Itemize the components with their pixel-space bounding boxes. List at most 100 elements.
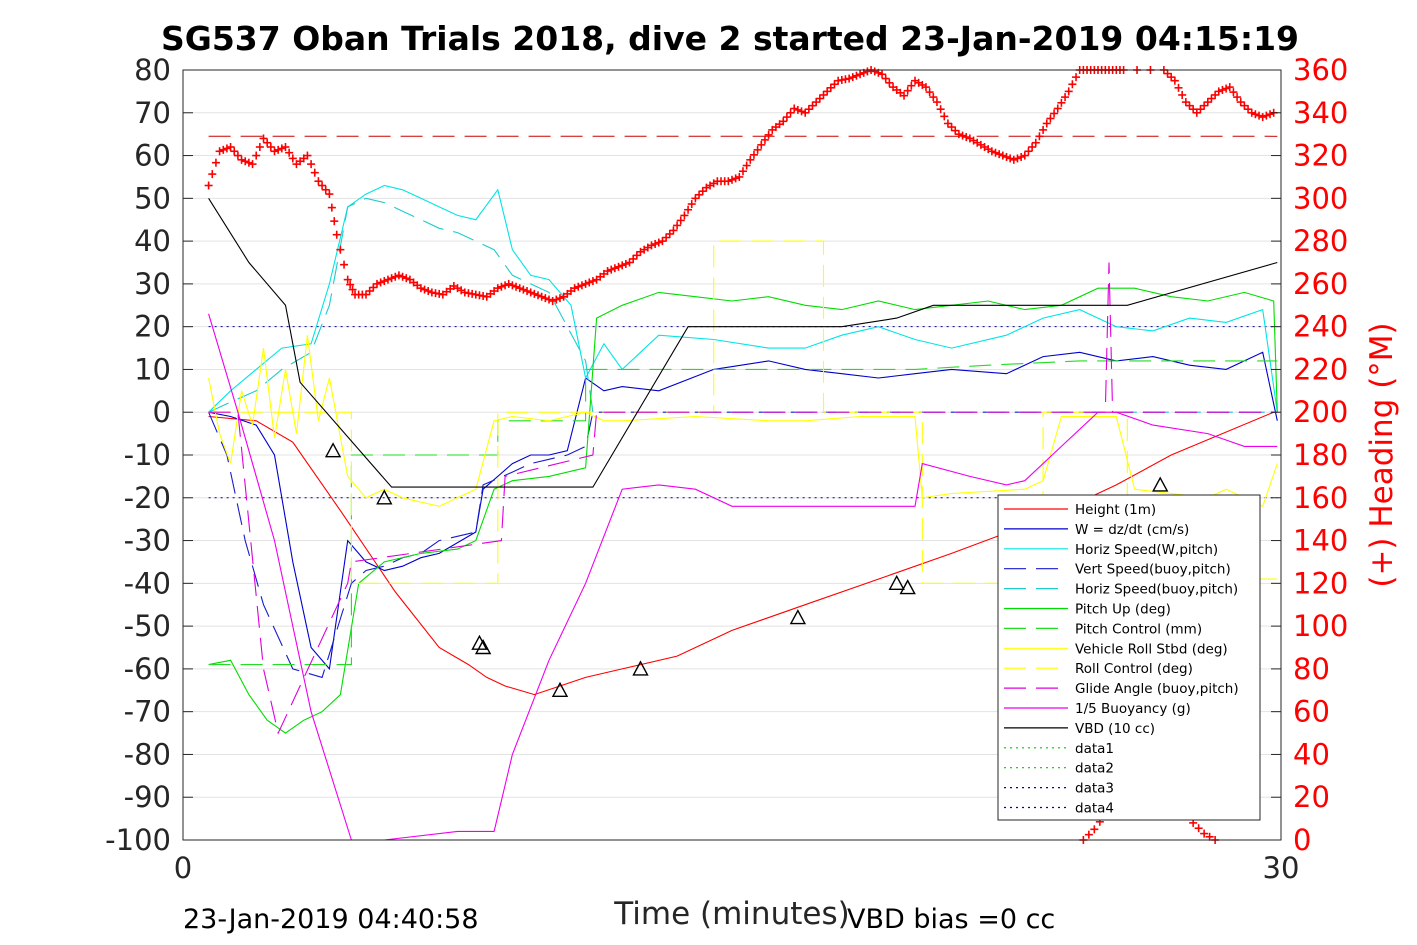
- heading-point: [398, 272, 407, 281]
- heading-point: [1185, 101, 1194, 110]
- legend-label: Horiz Speed(buoy,pitch): [1075, 582, 1238, 598]
- right-tick-label: 180: [1293, 438, 1348, 472]
- legend-entry: data3: [1004, 781, 1114, 797]
- heading-point: [669, 226, 678, 235]
- heading-point: [1207, 94, 1216, 103]
- heading-point: [259, 134, 268, 143]
- heading-point: [1035, 132, 1044, 141]
- heading-series: [204, 66, 1278, 844]
- legend-label: Glide Angle (buoy,pitch): [1075, 681, 1239, 697]
- right-tick-label: 100: [1293, 609, 1348, 643]
- legend-entry: data2: [1004, 761, 1114, 777]
- legend-entry: Glide Angle (buoy,pitch): [1004, 681, 1239, 697]
- right-tick-label: 260: [1293, 267, 1348, 301]
- heading-point: [372, 279, 381, 288]
- heading-point: [1225, 83, 1234, 92]
- legend-label: data1: [1075, 741, 1114, 757]
- legend-entry: data4: [1004, 801, 1114, 817]
- heading-point: [943, 119, 952, 128]
- heading-point: [574, 282, 583, 291]
- heading-point: [962, 133, 971, 142]
- heading-point: [1236, 98, 1245, 107]
- heading-point: [530, 289, 539, 298]
- heading-point: [215, 147, 224, 156]
- heading-point: [673, 221, 682, 230]
- legend-entry: Horiz Speed(buoy,pitch): [1004, 582, 1238, 598]
- series-line: [208, 287, 1278, 734]
- heading-point: [852, 71, 861, 80]
- left-tick-label: 40: [134, 224, 171, 258]
- heading-point: [632, 251, 641, 260]
- heading-point: [1189, 105, 1198, 114]
- heading-point: [222, 144, 231, 153]
- heading-point: [691, 194, 700, 203]
- heading-point: [523, 287, 532, 296]
- heading-point: [680, 211, 689, 220]
- legend-label: W = dz/dt (cm/s): [1075, 522, 1189, 538]
- heading-point: [1196, 105, 1205, 114]
- heading-point: [760, 135, 769, 144]
- left-tick-label: 0: [153, 395, 171, 429]
- heading-point: [277, 144, 286, 153]
- heading-point: [695, 190, 704, 199]
- heading-point: [1266, 110, 1275, 119]
- heading-point: [1218, 85, 1227, 94]
- heading-point: [416, 284, 425, 293]
- heading-point: [383, 275, 392, 284]
- left-tick-label: -100: [105, 823, 171, 857]
- heading-point: [570, 284, 579, 293]
- right-tick-label: 140: [1293, 524, 1348, 558]
- heading-point: [1244, 105, 1253, 114]
- right-tick-label: 360: [1293, 53, 1348, 87]
- heading-point: [340, 260, 349, 269]
- heading-point: [1247, 108, 1256, 117]
- heading-point: [519, 285, 528, 294]
- heading-point: [204, 181, 213, 190]
- heading-point: [348, 285, 357, 294]
- heading-point: [749, 150, 758, 159]
- heading-point: [610, 264, 619, 273]
- heading-point: [552, 295, 561, 304]
- legend-entry: VBD (10 cc): [1004, 721, 1155, 737]
- heading-point: [812, 98, 821, 107]
- heading-point: [1163, 69, 1172, 78]
- left-tick-label: -90: [124, 780, 171, 814]
- heading-point: [746, 155, 755, 164]
- heading-point: [614, 262, 623, 271]
- heading-point: [951, 126, 960, 135]
- heading-point: [369, 283, 378, 292]
- heading-point: [288, 154, 297, 163]
- legend-entry: Pitch Up (deg): [1004, 602, 1171, 618]
- heading-point: [940, 112, 949, 121]
- heading-point: [211, 158, 220, 167]
- left-tick-label: 20: [134, 310, 171, 344]
- heading-point: [208, 170, 217, 179]
- heading-point: [581, 279, 590, 288]
- height-marker: [471, 634, 488, 650]
- heading-point: [376, 278, 385, 287]
- legend-entry: Horiz Speed(W,pitch): [1004, 542, 1218, 558]
- heading-point: [1258, 113, 1267, 122]
- height-marker: [324, 442, 342, 458]
- heading-point: [1053, 104, 1062, 113]
- heading-point: [1222, 84, 1231, 93]
- right-tick-label: 60: [1293, 695, 1330, 729]
- heading-point: [274, 145, 283, 154]
- right-tick-label: 300: [1293, 181, 1348, 215]
- heading-point: [878, 70, 887, 79]
- legend-label: Horiz Speed(W,pitch): [1075, 542, 1218, 558]
- heading-point: [870, 67, 879, 76]
- heading-point: [1233, 93, 1242, 102]
- left-tick-label: 50: [134, 181, 171, 215]
- heading-point: [1251, 110, 1260, 119]
- heading-point: [541, 294, 550, 303]
- heading-point: [1013, 154, 1022, 163]
- heading-point: [285, 148, 294, 157]
- heading-point: [1200, 829, 1209, 838]
- left-tick-label: 10: [134, 352, 171, 386]
- heading-point: [753, 145, 762, 154]
- heading-point: [779, 117, 788, 126]
- heading-point: [585, 278, 594, 287]
- legend-label: data3: [1075, 781, 1114, 797]
- heading-point: [1028, 143, 1037, 151]
